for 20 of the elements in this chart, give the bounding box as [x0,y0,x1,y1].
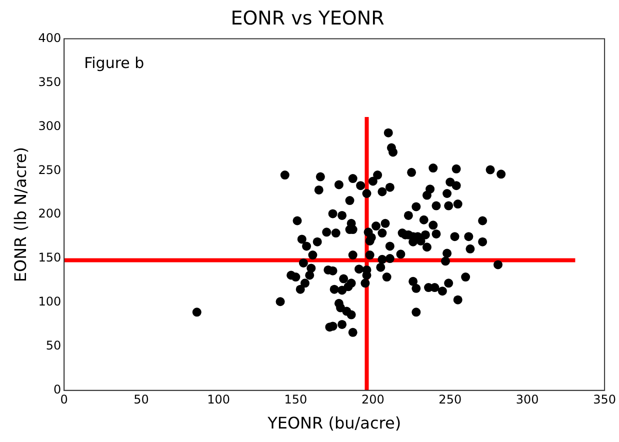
x-tick-label: 250 [438,392,462,407]
y-tick-label: 400 [38,30,62,45]
x-axis-title: YEONR (bu/acre) [266,414,402,433]
x-tick-label: 150 [284,392,308,407]
x-tick-label: 100 [207,392,230,407]
x-tick-label: 300 [516,392,539,407]
y-tick-label: 0 [53,382,62,397]
annotation: Figure b [84,54,144,72]
y-tick-label: 50 [46,338,62,353]
chart-title: EONR vs YEONR [230,7,384,30]
x-tick-label: 350 [593,392,616,407]
y-tick-label: 200 [38,206,62,221]
y-tick-label: 100 [38,294,62,309]
y-axis-title: EONR (lb N/acre) [10,147,30,282]
y-tick-label: 150 [38,250,62,265]
y-tick-label: 350 [38,74,62,89]
x-tick-label: 200 [361,392,384,407]
x-tick-label: 50 [134,392,149,407]
y-tick-label: 250 [38,162,62,177]
y-tick-label: 300 [38,118,62,133]
